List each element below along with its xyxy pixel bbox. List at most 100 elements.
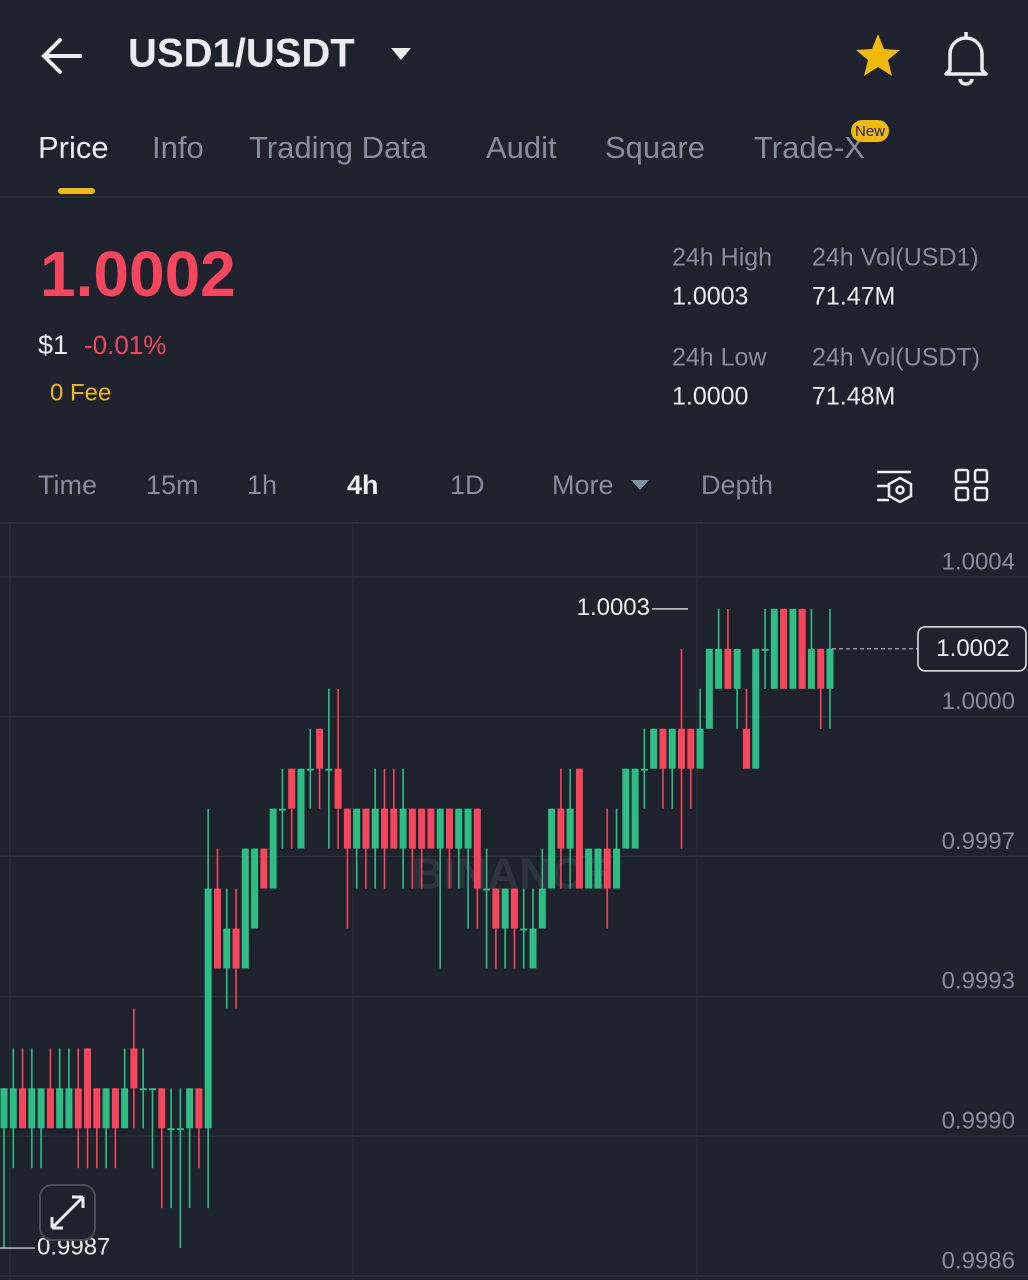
candle-body (19, 1088, 27, 1129)
candle-body (742, 728, 750, 769)
candle-body (251, 848, 259, 929)
fee-label[interactable]: 0 Fee (50, 379, 111, 406)
candle-body (705, 648, 713, 729)
tab[interactable]: Trading Data (249, 130, 428, 165)
candle-body (232, 928, 240, 969)
last-price-box (917, 626, 1027, 672)
candle-body (427, 808, 435, 849)
candle-body (241, 848, 249, 969)
candle-body (325, 768, 333, 771)
candle-body (381, 808, 389, 849)
interval[interactable]: Depth (701, 470, 773, 500)
stat-value: 71.48M (812, 383, 895, 411)
interval[interactable]: 15m (146, 470, 199, 500)
candle-body (343, 808, 351, 849)
candle-body (204, 888, 212, 1129)
y-tick-label: 0.9990 (942, 1108, 1015, 1135)
candle-body (399, 808, 407, 849)
candle-body (353, 808, 361, 849)
candle-body (650, 728, 658, 769)
candle-body (687, 728, 695, 769)
candle-body (176, 1128, 184, 1131)
candle-body (585, 848, 593, 889)
candle-body (111, 1088, 119, 1129)
candle-body (316, 728, 324, 769)
tab[interactable]: Trade-X (754, 130, 865, 165)
candle-body (371, 808, 379, 849)
badge-text: New (855, 123, 885, 140)
candle-body (93, 1088, 101, 1129)
stat-label: 24h Low (672, 344, 767, 372)
candle-body (390, 808, 398, 849)
candle-body (789, 608, 797, 689)
candle-body (408, 808, 416, 849)
candle-body (594, 848, 602, 889)
stat-label: 24h Vol(USDT) (812, 344, 980, 372)
candle-body (269, 808, 277, 889)
y-tick-label: 0.9986 (942, 1247, 1015, 1274)
candle-body (622, 768, 630, 849)
candle-body (798, 608, 806, 689)
stat-value: 71.47M (812, 283, 895, 311)
candle-body (510, 888, 518, 929)
candle-body (613, 848, 621, 889)
stat-value: 1.0003 (672, 283, 748, 311)
candle-body (752, 648, 760, 769)
back-button[interactable] (41, 38, 82, 74)
candle-body (418, 808, 426, 849)
candle-body (223, 928, 231, 969)
candle-body (158, 1088, 166, 1129)
candle-body (501, 888, 509, 929)
candle-body (761, 648, 769, 651)
candle-body (46, 1088, 54, 1129)
y-tick-label: 0.9997 (942, 828, 1015, 855)
candle-body (631, 768, 639, 849)
expand-button[interactable] (39, 1184, 96, 1241)
candle-body (715, 648, 723, 689)
candle-body (817, 648, 825, 689)
candle-body (733, 648, 741, 689)
candle-body (659, 728, 667, 769)
candle-body (548, 808, 556, 889)
tab[interactable]: Audit (486, 130, 557, 165)
candle-body (28, 1088, 36, 1129)
interval[interactable]: More (552, 470, 614, 500)
favorite-star[interactable] (856, 34, 900, 76)
candle-body (807, 648, 815, 689)
candle-body (195, 1088, 203, 1129)
indicator-settings-icon[interactable] (877, 470, 913, 504)
candle-body (288, 768, 296, 809)
candle-body (56, 1088, 64, 1129)
candle-body (148, 1088, 156, 1091)
layout-icon[interactable] (954, 468, 989, 502)
candle-body (334, 768, 342, 809)
y-tick-label: 1.0000 (942, 688, 1015, 715)
interval[interactable]: Time (38, 470, 97, 500)
candle-body (780, 608, 788, 689)
pair-dropdown[interactable] (391, 48, 411, 60)
tab[interactable]: Price (38, 130, 109, 165)
candle-body (538, 888, 546, 929)
candle-body (455, 808, 463, 849)
candle-body (566, 808, 574, 849)
interval[interactable]: 1D (450, 470, 485, 500)
pair-title[interactable]: USD1/USDT (128, 32, 355, 76)
candle-body (445, 808, 453, 849)
candle-body (84, 1048, 92, 1129)
interval[interactable]: 1h (247, 470, 277, 500)
candle-body (529, 928, 537, 969)
candle-body (557, 808, 565, 849)
candle-body (668, 728, 676, 769)
y-tick-label: 1.0004 (942, 548, 1015, 575)
tab[interactable]: Square (605, 130, 705, 165)
bell-icon[interactable] (944, 32, 988, 86)
candle-body (213, 888, 221, 969)
more-dropdown[interactable] (631, 480, 649, 490)
tab[interactable]: Info (152, 130, 204, 165)
interval[interactable]: 4h (347, 470, 379, 500)
candle-body (826, 648, 834, 689)
stat-label: 24h Vol(USD1) (812, 244, 979, 272)
candle-body (102, 1088, 110, 1129)
candle-body (9, 1088, 17, 1129)
